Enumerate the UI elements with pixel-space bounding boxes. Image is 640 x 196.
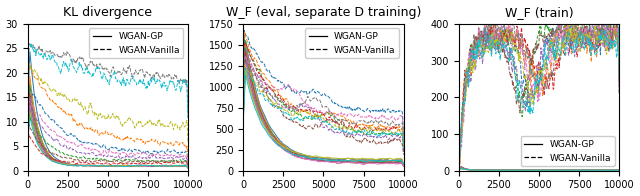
Title: W_F (eval, separate D training): W_F (eval, separate D training) — [226, 5, 421, 19]
Legend: WGAN-GP, WGAN-Vanilla: WGAN-GP, WGAN-Vanilla — [90, 28, 184, 58]
Title: KL divergence: KL divergence — [63, 5, 152, 19]
Title: W_F (train): W_F (train) — [505, 5, 573, 19]
Legend: WGAN-GP, WGAN-Vanilla: WGAN-GP, WGAN-Vanilla — [305, 28, 399, 58]
Legend: WGAN-GP, WGAN-Vanilla: WGAN-GP, WGAN-Vanilla — [520, 136, 614, 166]
